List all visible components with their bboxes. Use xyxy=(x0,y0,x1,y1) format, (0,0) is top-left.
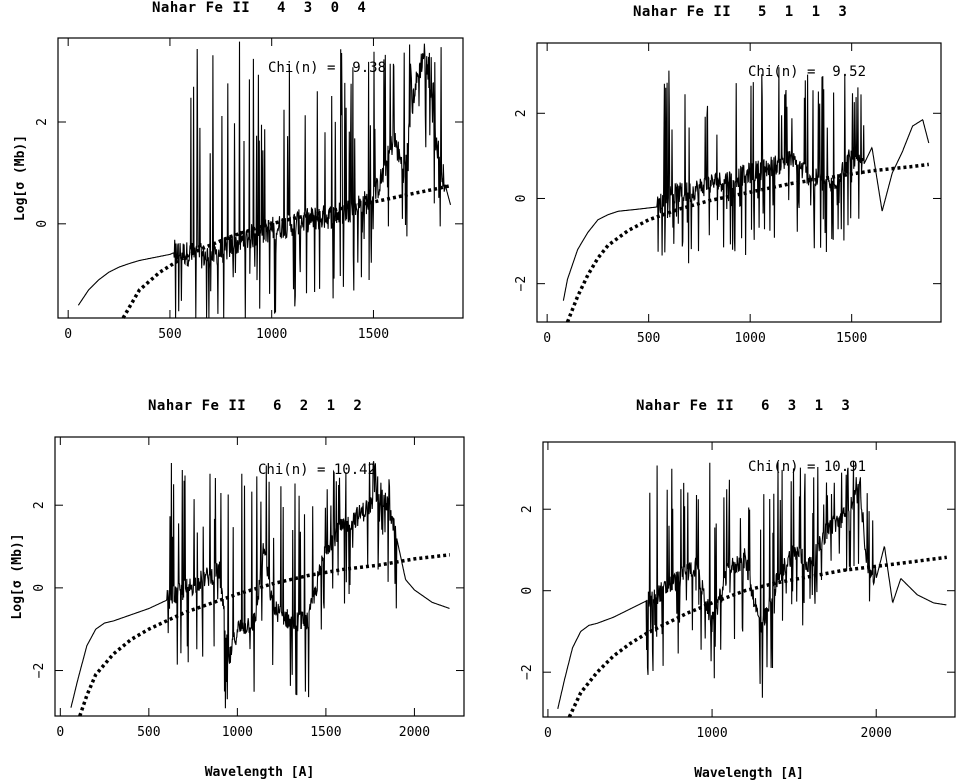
panel-1-ytick-label: 0 xyxy=(35,220,50,228)
panel-2-xtick-label: 0 xyxy=(543,331,551,346)
panel-4-xtick-label: 2000 xyxy=(861,726,892,741)
panel-2-xtick-label: 1500 xyxy=(836,331,867,346)
panel-4-plot-frame xyxy=(542,441,956,718)
panel-3-ytick-label: 0 xyxy=(32,584,47,592)
panel-1-series-averaged xyxy=(121,183,452,319)
panel-3-title: Nahar Fe II 6 2 1 2 xyxy=(148,398,363,414)
panel-2-ytick-label: −2 xyxy=(514,276,529,292)
panel-3-xtick-label: 0 xyxy=(56,725,64,740)
panel-2-title: Nahar Fe II 5 1 1 3 xyxy=(633,4,848,20)
panel-3-xlabel: Wavelength [A] xyxy=(205,765,315,780)
panel-4-title: Nahar Fe II 6 3 1 3 xyxy=(636,398,851,414)
panel-1-ytick-label: 2 xyxy=(35,118,50,126)
panel-4-ytick-label: −2 xyxy=(520,664,535,680)
panel-3-ytick-label: 2 xyxy=(32,501,47,509)
panel-3-plot-frame xyxy=(54,436,465,717)
panel-2-chi-label: Chi(n) = 9.52 xyxy=(748,64,867,80)
panel-4-series-averaged xyxy=(567,555,948,718)
panel-1-xtick-label: 0 xyxy=(64,327,72,342)
panel-1-xtick-label: 1500 xyxy=(358,327,389,342)
panel-1-series-cross-section xyxy=(77,41,452,319)
panel-3-ytick-label: −2 xyxy=(32,663,47,679)
panel-4-xtick-label: 1000 xyxy=(696,726,727,741)
panel-1-title: Nahar Fe II 4 3 0 4 xyxy=(152,0,367,16)
panel-1-xtick-label: 1000 xyxy=(256,327,287,342)
panel-1-xtick-label: 500 xyxy=(158,327,181,342)
panel-3-chi-label: Chi(n) = 10.42 xyxy=(258,462,377,478)
panel-2-xtick-label: 1000 xyxy=(735,331,766,346)
panel-3-ylabel: Log[σ (Mb)] xyxy=(10,533,25,619)
panel-4-ytick-label: 0 xyxy=(520,587,535,595)
panel-2-series-cross-section xyxy=(562,67,930,301)
panel-2-xtick-label: 500 xyxy=(637,331,660,346)
panel-4-ytick-label: 2 xyxy=(520,505,535,513)
panel-2-plot-frame xyxy=(536,42,942,323)
panel-3-xtick-label: 1500 xyxy=(310,725,341,740)
panel-4-xtick-label: 0 xyxy=(544,726,552,741)
panel-3-series-cross-section xyxy=(70,461,450,709)
panel-2-series-averaged xyxy=(565,162,930,323)
panel-2-ytick-label: 2 xyxy=(514,109,529,117)
panel-3-xtick-label: 500 xyxy=(137,725,160,740)
panel-4-chi-label: Chi(n) = 10.91 xyxy=(748,459,867,475)
panel-2-ytick-label: 0 xyxy=(514,195,529,203)
panel-3-xtick-label: 2000 xyxy=(399,725,430,740)
panel-1-ylabel: Log[σ (Mb)] xyxy=(13,135,28,221)
panel-4-series-cross-section xyxy=(557,460,947,710)
panel-1-plot-frame xyxy=(57,37,464,319)
panel-3-series-averaged xyxy=(78,553,451,717)
panel-4-xlabel: Wavelength [A] xyxy=(694,766,804,781)
panel-3-xtick-label: 1000 xyxy=(222,725,253,740)
